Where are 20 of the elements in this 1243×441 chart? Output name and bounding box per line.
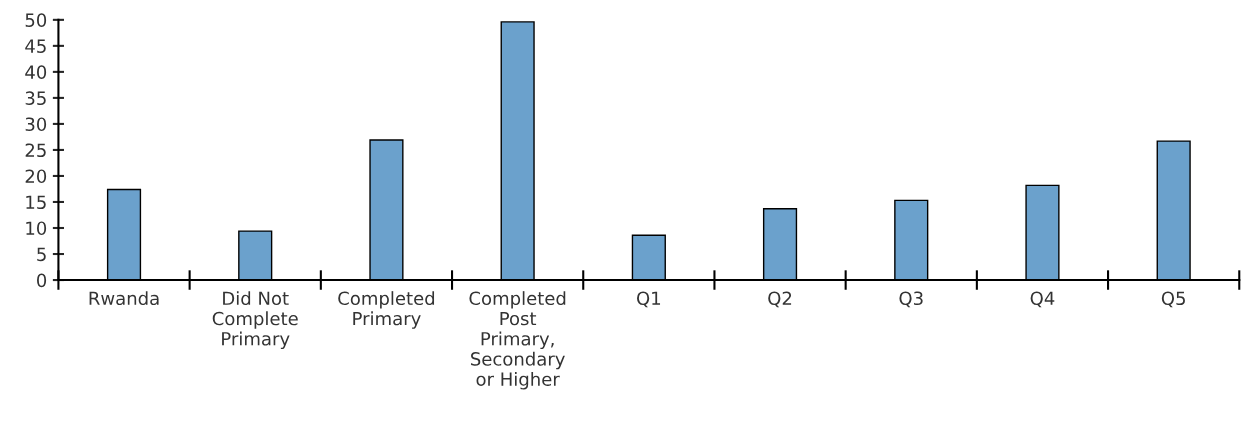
y-tick-label: 10 (26, 221, 47, 236)
y-tick-label: 30 (25, 117, 47, 132)
y-tick-label: 45 (25, 39, 46, 53)
x-tick-label: Q3 (899, 291, 923, 308)
x-tick-label: Q4 (1030, 291, 1055, 308)
y-tick-label: 25 (25, 143, 46, 158)
y-tick-label: 35 (25, 91, 46, 106)
x-tick-label: Completed Primary (338, 291, 435, 329)
y-tick-label: 40 (25, 65, 47, 79)
y-tick-label: 0 (37, 273, 47, 288)
x-tick-label: Q2 (768, 291, 792, 308)
y-tick-label: 15 (26, 195, 46, 210)
x-tick-label: Q1 (637, 291, 661, 308)
x-tick-label: Completed Post Primary, Secondary or Higher (469, 291, 566, 390)
y-tick-label: 50 (25, 13, 47, 27)
y-tick-label: 20 (25, 169, 47, 184)
x-tick-label: Did Not Complete Primary (212, 291, 298, 350)
x-tick-label: Q5 (1161, 291, 1185, 308)
x-tick-label: Rwanda (89, 291, 159, 306)
y-tick-label: 5 (37, 247, 46, 262)
